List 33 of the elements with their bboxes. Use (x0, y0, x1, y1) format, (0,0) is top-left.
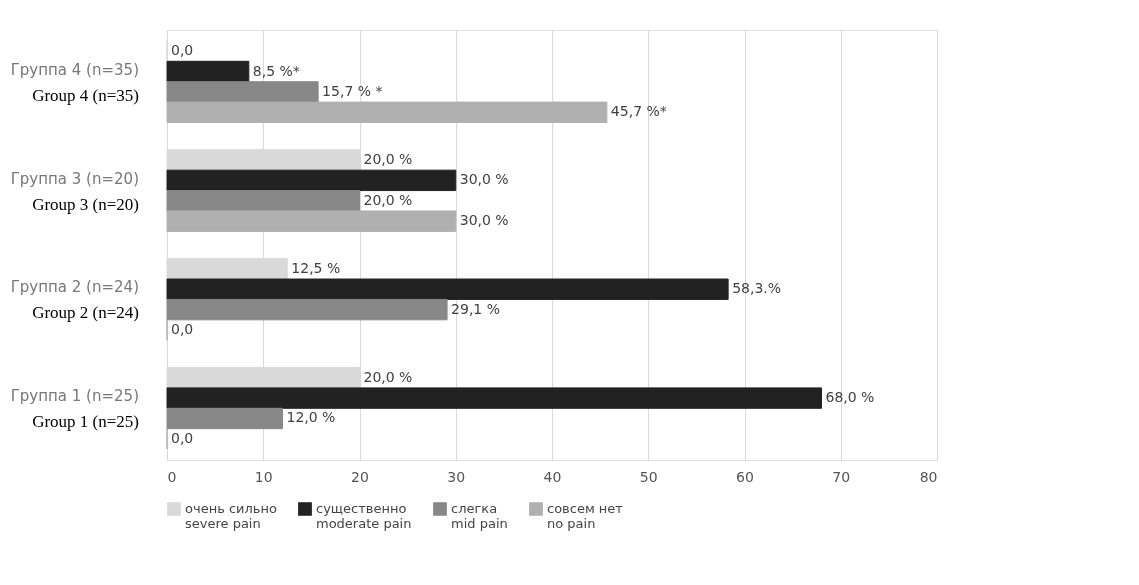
legend-label: очень сильно severe pain (185, 501, 277, 531)
category-label: Группа 1 (n=25) Group 1 (n=25) (10, 387, 139, 432)
x-tick-label: 70 (832, 468, 851, 485)
data-label: 15,7 % * (322, 82, 383, 99)
data-label: 0,0 (171, 321, 194, 338)
x-tick-label: 60 (736, 468, 754, 485)
x-tick-label: 50 (639, 468, 658, 485)
data-label: 20,0 % (363, 150, 413, 167)
legend-label: совсем нет no pain (547, 501, 624, 531)
data-label: 58,3.% (732, 280, 782, 297)
data-label: 45,7 %* (610, 103, 667, 120)
x-tick-label: 0 (167, 468, 177, 485)
category-label: Группа 4 (n=35) Group 4 (n=35) (10, 60, 139, 105)
data-label: 30,0 % (459, 212, 509, 229)
data-label: 8,5 %* (252, 62, 300, 79)
legend-label: существенно moderate pain (316, 501, 412, 531)
x-tick-label: 40 (543, 468, 562, 485)
data-label: 20,0 % (363, 368, 413, 385)
category-label: Группа 3 (n=20) Group 3 (n=20) (10, 169, 139, 214)
data-label: 20,0 % (363, 191, 413, 208)
data-label: 29,1 % (451, 300, 501, 317)
data-label: 12,5 % (291, 259, 341, 276)
x-tick-label: 10 (254, 468, 273, 485)
x-tick-label: 20 (351, 468, 369, 485)
data-label: 0,0 (171, 42, 194, 59)
category-label: Группа 2 (n=24) Group 2 (n=24) (10, 278, 139, 323)
data-label: 12,0 % (286, 409, 336, 426)
x-tick-label: 80 (919, 468, 938, 485)
legend-label: слегка mid pain (451, 501, 508, 531)
data-label: 0,0 (171, 429, 194, 446)
data-label: 68,0 % (825, 389, 875, 406)
data-label: 30,0 % (459, 171, 509, 188)
x-tick-label: 30 (447, 468, 466, 485)
